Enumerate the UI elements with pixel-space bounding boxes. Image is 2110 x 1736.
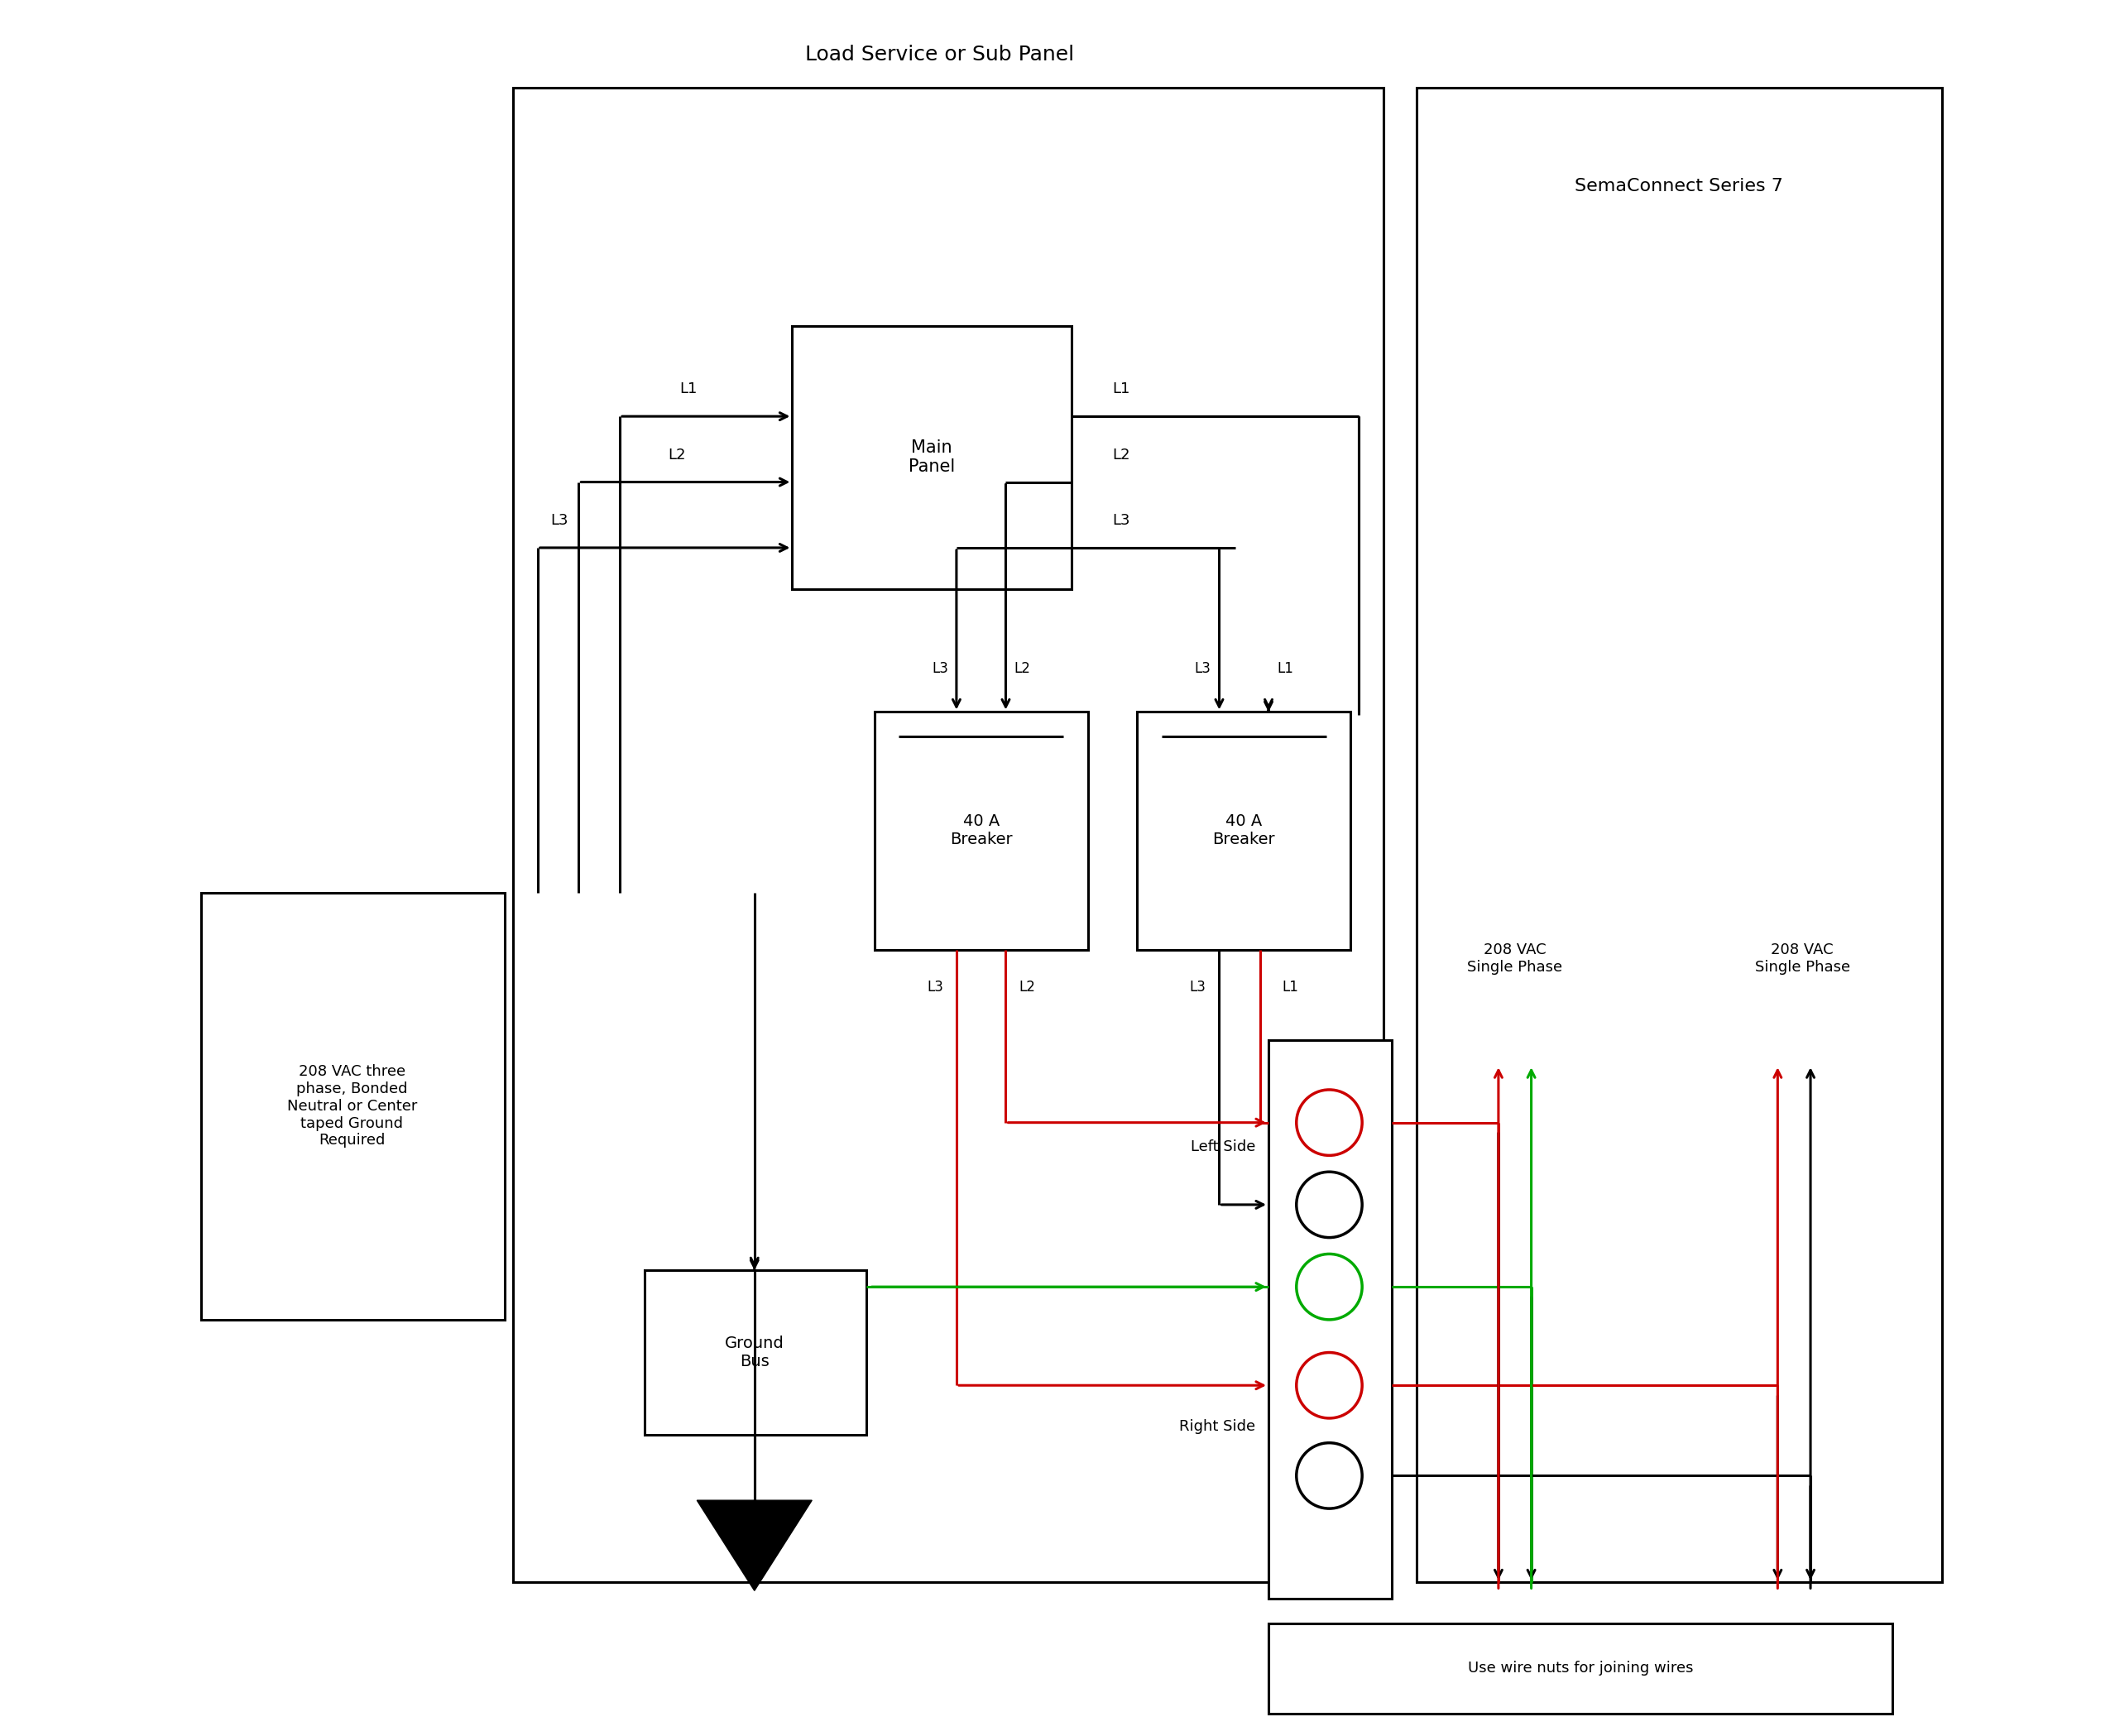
Bar <box>513 89 1384 1583</box>
Text: L3: L3 <box>1194 661 1211 675</box>
Text: Right Side: Right Side <box>1179 1418 1255 1434</box>
Bar <box>200 892 504 1319</box>
Bar <box>791 326 1072 589</box>
Text: L3: L3 <box>1112 514 1131 528</box>
Circle shape <box>1296 1090 1363 1156</box>
Circle shape <box>1296 1172 1363 1238</box>
Bar <box>644 1271 865 1434</box>
Text: L3: L3 <box>551 514 568 528</box>
Text: Left Side: Left Side <box>1190 1141 1255 1154</box>
Bar <box>1268 1623 1893 1713</box>
Text: Main
Panel: Main Panel <box>909 439 956 476</box>
Text: L1: L1 <box>1112 382 1131 396</box>
Bar <box>1137 712 1350 950</box>
Text: L1: L1 <box>1281 979 1298 995</box>
Text: Use wire nuts for joining wires: Use wire nuts for joining wires <box>1469 1660 1694 1675</box>
Circle shape <box>1296 1443 1363 1509</box>
Text: L2: L2 <box>1015 661 1030 675</box>
Text: 40 A
Breaker: 40 A Breaker <box>1213 812 1274 847</box>
Polygon shape <box>696 1500 812 1590</box>
Text: Load Service or Sub Panel: Load Service or Sub Panel <box>806 45 1074 64</box>
Text: L2: L2 <box>1019 979 1036 995</box>
Circle shape <box>1296 1352 1363 1418</box>
Text: L3: L3 <box>933 661 947 675</box>
Text: 208 VAC
Single Phase: 208 VAC Single Phase <box>1466 943 1564 974</box>
Text: Ground
Bus: Ground Bus <box>724 1335 785 1370</box>
Text: 40 A
Breaker: 40 A Breaker <box>949 812 1013 847</box>
Text: 208 VAC
Single Phase: 208 VAC Single Phase <box>1756 943 1850 974</box>
Text: L2: L2 <box>1112 448 1131 462</box>
Text: L3: L3 <box>926 979 943 995</box>
Bar <box>1416 89 1941 1583</box>
Text: L1: L1 <box>1277 661 1293 675</box>
Text: L2: L2 <box>669 448 686 462</box>
Bar <box>874 712 1089 950</box>
Text: L3: L3 <box>1190 979 1207 995</box>
Circle shape <box>1296 1253 1363 1319</box>
Text: L1: L1 <box>679 382 698 396</box>
Text: 208 VAC three
phase, Bonded
Neutral or Center
taped Ground
Required: 208 VAC three phase, Bonded Neutral or C… <box>287 1064 418 1147</box>
Bar <box>1268 1040 1393 1599</box>
Text: SemaConnect Series 7: SemaConnect Series 7 <box>1574 179 1783 194</box>
